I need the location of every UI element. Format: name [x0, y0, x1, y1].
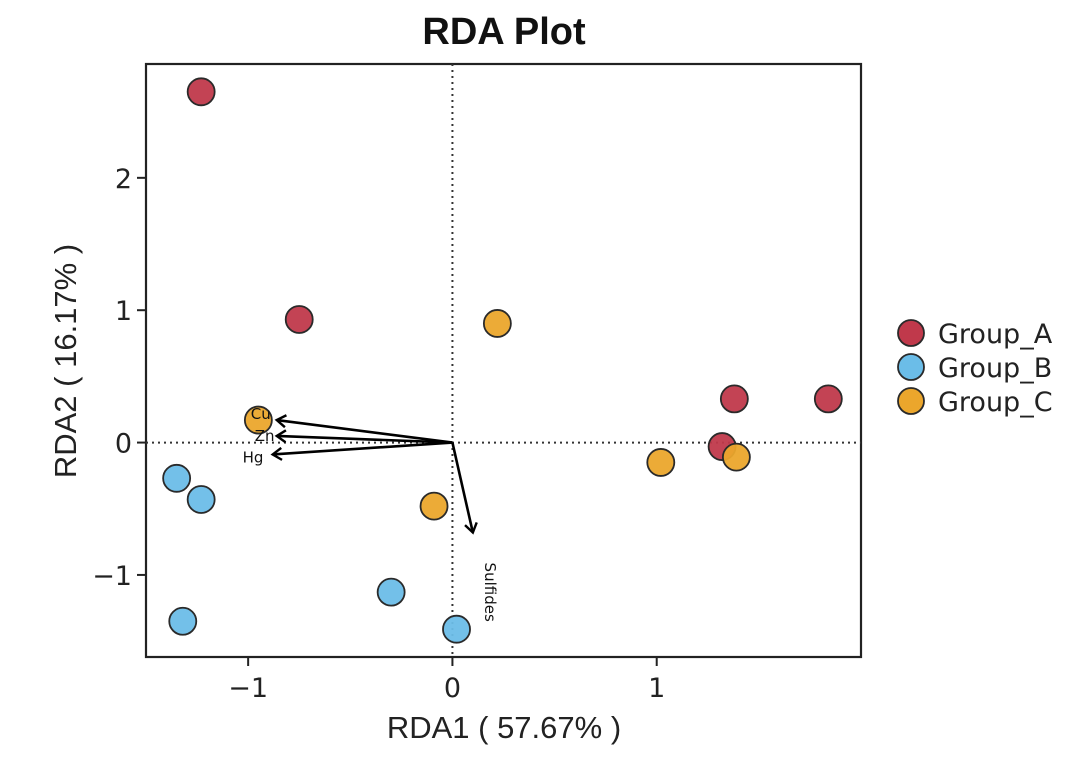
data-point-group-c [646, 448, 676, 477]
data-point-group-a [719, 384, 749, 414]
y-tick-label: 0 [115, 429, 132, 460]
x-tick-label: 0 [444, 673, 461, 704]
arrow-label-hg: Hg [243, 448, 264, 466]
legend-label-group-c: Group_C [938, 387, 1053, 418]
arrow-sulfides [451, 442, 478, 535]
chart-title: RDA Plot [422, 11, 586, 53]
y-tick-label: 1 [115, 296, 132, 327]
data-point-group-b [186, 485, 216, 514]
legend-swatch-group-b [897, 353, 925, 381]
x-axis-label: RDA1 ( 57.67% ) [387, 710, 621, 745]
data-point-group-c [419, 491, 449, 521]
legend-label-group-b: Group_B [938, 353, 1052, 384]
data-point-group-a [186, 77, 216, 107]
legend-swatch-group-a [897, 319, 925, 347]
y-axis-label: RDA2 ( 16.17% ) [48, 244, 83, 478]
data-point-group-b [376, 577, 406, 607]
arrow-label-cu: Cu [251, 405, 271, 423]
data-point-group-c [243, 405, 273, 435]
legend-label-group-a: Group_A [938, 319, 1053, 350]
arrow-cu [274, 414, 453, 444]
arrow-label-sulfides: Sulfides [481, 563, 499, 622]
plot-area: −1 0 1 −1 0 1 2 Cu Zn Hg Sulfides [92, 62, 863, 704]
y-tick-label: −1 [92, 561, 132, 592]
arrow-hg [270, 441, 453, 461]
arrow-label-zn: Zn [255, 427, 275, 445]
legend-swatch-group-c [897, 387, 925, 415]
x-tick-label: −1 [228, 673, 268, 704]
arrow-zn [274, 429, 453, 444]
x-tick-label: 1 [648, 673, 665, 704]
data-point-group-c [721, 442, 751, 472]
data-point-group-c [482, 309, 512, 338]
plot-frame [144, 62, 863, 659]
data-point-group-a [813, 384, 843, 414]
data-point-group-b [162, 463, 192, 493]
data-point-group-b [168, 606, 198, 636]
data-point-group-b [442, 614, 471, 644]
y-tick-label: 2 [115, 164, 132, 195]
data-point-group-a [284, 305, 314, 334]
